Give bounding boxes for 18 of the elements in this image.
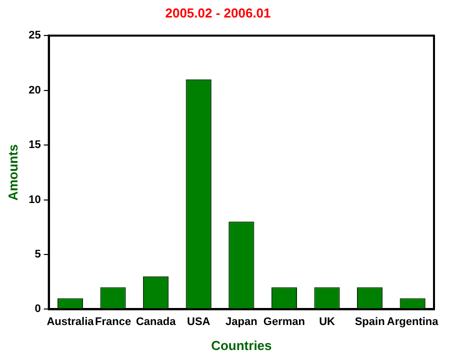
x-tick-label: Japan [226,316,258,328]
y-tick-label: 20 [28,84,41,96]
y-tick-label: 10 [28,194,41,206]
x-tick-label: Australia [46,316,95,328]
x-tick-label: German [263,316,306,328]
y-tick-label: 0 [34,303,41,316]
y-tick-label: 25 [28,30,41,42]
x-tick-label: Spain [354,316,386,328]
chart-title: 2005.02 - 2006.01 [165,5,271,20]
y-tick-label: 5 [34,248,41,261]
x-tick-label: Argentina [386,316,440,328]
x-tick-label: UK [319,316,336,328]
x-tick-label: France [94,316,132,328]
y-axis-title: Amounts [5,144,20,201]
x-tick-label: USA [187,316,210,328]
x-axis-title: Countries [211,338,272,353]
y-tick-label: 15 [28,139,41,152]
x-tick-label: Canada [136,316,177,328]
